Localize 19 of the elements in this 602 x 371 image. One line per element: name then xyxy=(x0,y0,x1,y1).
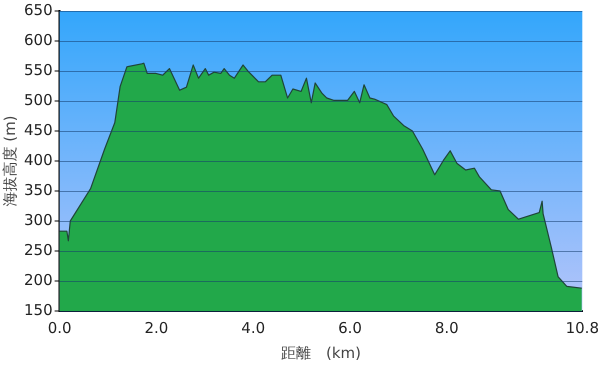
y-tick-label: 350 xyxy=(24,180,53,199)
y-tick-label: 200 xyxy=(24,270,53,289)
y-tick-label: 500 xyxy=(24,90,53,109)
x-tick-label: 10.8 xyxy=(566,318,600,337)
y-axis-title: 海拔高度 (m) xyxy=(0,115,19,207)
x-tick-label: 2.0 xyxy=(144,318,168,337)
y-tick-label: 600 xyxy=(24,30,53,49)
y-tick-label: 300 xyxy=(24,210,53,229)
y-tick-label: 250 xyxy=(24,240,53,259)
y-tick-label: 550 xyxy=(24,60,53,79)
y-tick-label: 450 xyxy=(24,120,53,139)
y-tick-label: 400 xyxy=(24,150,53,169)
y-tick-label: 150 xyxy=(24,300,53,319)
x-tick-label: 0.0 xyxy=(48,318,72,337)
x-tick-label: 6.0 xyxy=(338,318,362,337)
y-tick-label: 650 xyxy=(24,0,53,19)
x-tick-label: 8.0 xyxy=(434,318,459,337)
x-axis-title: 距離 (km) xyxy=(280,344,361,362)
x-tick-label: 4.0 xyxy=(241,318,266,337)
